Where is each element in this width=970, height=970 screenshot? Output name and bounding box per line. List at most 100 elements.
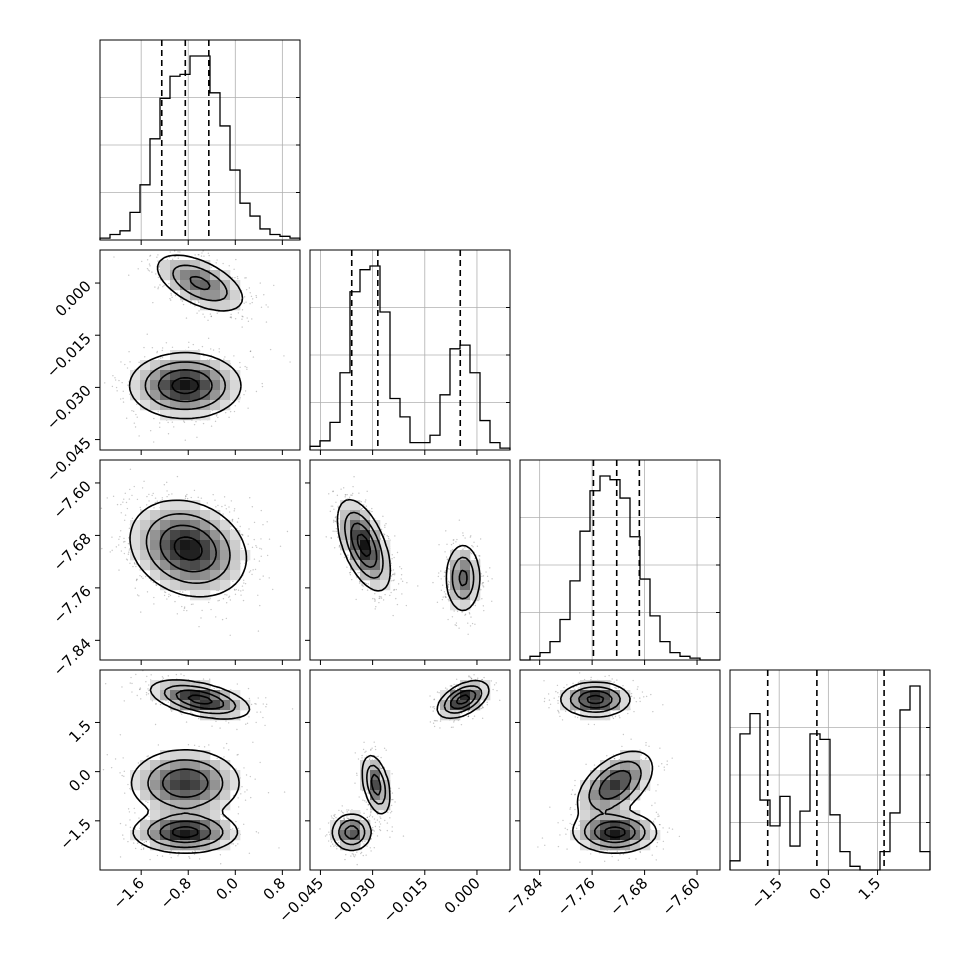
sample-point — [190, 300, 192, 302]
sample-point — [446, 558, 448, 560]
sample-point — [194, 254, 196, 256]
sample-point — [197, 717, 200, 720]
density-cell — [180, 380, 191, 391]
sample-point — [374, 600, 376, 602]
sample-point — [267, 306, 269, 308]
sample-point — [489, 567, 491, 569]
sample-point — [185, 721, 188, 723]
sample-point — [122, 501, 124, 503]
x-tick-label: −1.5 — [748, 874, 786, 912]
density-cell — [160, 520, 171, 531]
density-cell — [160, 550, 171, 561]
sample-point — [237, 277, 239, 280]
sample-point — [476, 545, 479, 547]
sample-point — [257, 594, 259, 596]
density-cell — [230, 570, 241, 581]
sample-point — [198, 625, 200, 628]
sample-point — [186, 493, 188, 496]
sample-point — [181, 713, 183, 715]
sample-point — [136, 578, 138, 581]
density-cell — [380, 580, 391, 591]
sample-point — [443, 575, 446, 578]
density-cell — [130, 520, 141, 531]
sample-point — [217, 504, 219, 507]
axis-frame — [309, 459, 511, 661]
sample-point — [183, 606, 186, 608]
density-cell — [350, 510, 361, 521]
sample-point — [213, 687, 215, 690]
sample-point — [154, 703, 157, 705]
density-cell — [340, 500, 351, 511]
sample-point — [210, 266, 212, 269]
sample-point — [241, 315, 243, 317]
sample-point — [247, 320, 250, 323]
sample-point — [456, 538, 458, 541]
sample-point — [432, 581, 434, 584]
sample-point — [134, 426, 137, 428]
density-cell — [150, 380, 161, 391]
sample-point — [230, 313, 232, 316]
density-cell — [180, 530, 191, 541]
sample-point — [211, 245, 212, 246]
sample-point — [214, 420, 217, 423]
density-cell — [230, 290, 241, 301]
sample-point — [157, 254, 159, 256]
sample-point — [486, 575, 489, 578]
sample-point — [261, 382, 263, 385]
sample-point — [129, 562, 131, 564]
sample-point — [148, 684, 150, 686]
sample-point — [252, 569, 254, 571]
density-cell — [340, 510, 351, 521]
sample-point — [200, 255, 203, 257]
sample-point — [167, 433, 170, 435]
sample-point — [139, 453, 140, 454]
sample-point — [175, 673, 178, 676]
contour-line — [144, 264, 228, 411]
density-cell — [460, 600, 471, 611]
sample-point — [148, 500, 150, 502]
density-cell — [350, 530, 361, 541]
density-cell — [210, 520, 221, 531]
density-cell — [140, 400, 151, 411]
sample-point — [145, 691, 148, 694]
sample-point — [152, 301, 154, 304]
sample-point — [224, 356, 226, 358]
sample-point — [129, 488, 131, 491]
sample-point — [353, 476, 355, 478]
sample-point — [170, 292, 172, 295]
sample-point — [464, 613, 467, 616]
density-cell — [180, 570, 191, 581]
sample-point — [124, 540, 126, 543]
sample-point — [111, 536, 113, 538]
sample-point — [138, 361, 140, 364]
sample-point — [178, 595, 180, 598]
density-cell — [170, 530, 181, 541]
sample-point — [196, 312, 198, 314]
sample-point — [361, 588, 364, 591]
sample-point — [214, 499, 216, 501]
density-cell — [170, 350, 181, 361]
sample-point — [95, 566, 96, 567]
sample-point — [93, 379, 94, 380]
sample-point — [260, 555, 262, 558]
density-cell — [180, 350, 191, 361]
sample-point — [130, 676, 132, 679]
sample-point — [111, 385, 114, 388]
sample-point — [441, 598, 444, 601]
sample-point — [444, 596, 447, 599]
density-cell — [470, 570, 481, 581]
sample-point — [450, 543, 453, 546]
sample-point — [125, 417, 128, 419]
sample-point — [467, 633, 469, 635]
sample-point — [221, 505, 223, 508]
sample-point — [360, 508, 363, 510]
sample-point — [338, 518, 340, 520]
sample-point — [455, 541, 457, 543]
sample-point — [474, 623, 476, 625]
sample-point — [123, 700, 125, 702]
sample-point — [112, 375, 114, 377]
sample-point — [222, 262, 224, 265]
sample-point — [373, 598, 376, 600]
sample-point — [207, 252, 210, 254]
sample-point — [393, 588, 395, 591]
